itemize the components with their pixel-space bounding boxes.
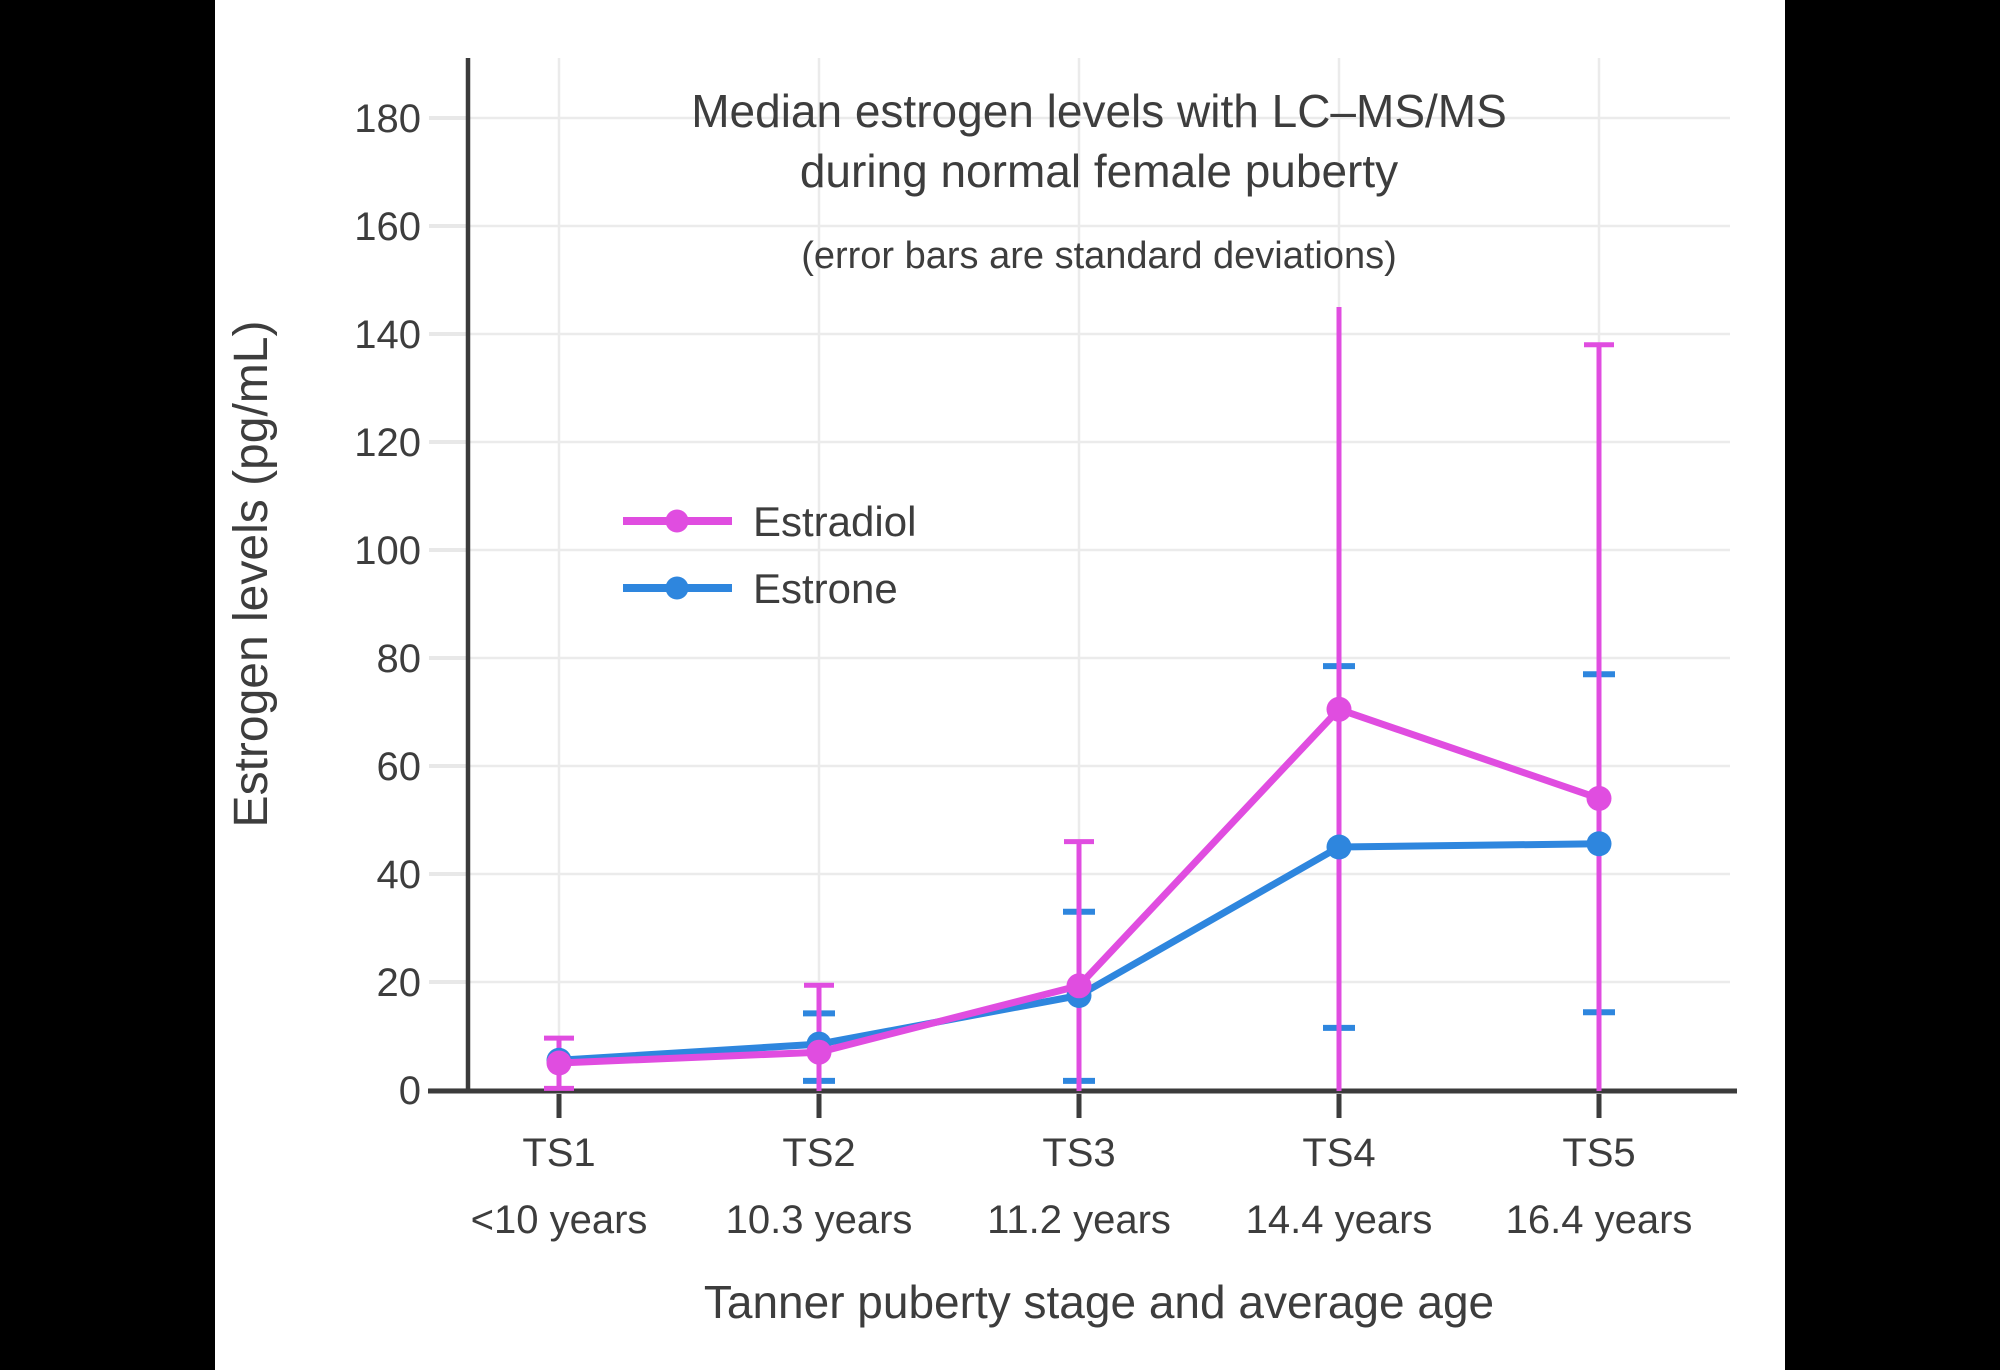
legend-label-estrone: Estrone (753, 565, 898, 612)
age-label: 11.2 years (987, 1198, 1171, 1242)
y-tick-label: 80 (377, 637, 422, 681)
legend-swatch-marker-1 (665, 576, 689, 600)
age-label: 16.4 years (1506, 1198, 1693, 1242)
gridlines (468, 58, 1730, 1089)
category-label: TS1 (522, 1131, 595, 1175)
estradiol-point (1586, 785, 1612, 811)
estradiol-point (1066, 973, 1092, 999)
y-tick-label: 160 (354, 205, 421, 249)
y-tick-label: 20 (377, 961, 422, 1005)
age-label: <10 years (471, 1198, 648, 1242)
estradiol-point (546, 1050, 572, 1076)
axis-lines (428, 58, 1737, 1094)
estradiol-point (806, 1039, 832, 1065)
y-tick-label: 40 (377, 853, 422, 897)
estrone-point (1586, 831, 1612, 857)
age-label: 14.4 years (1246, 1198, 1433, 1242)
x-axis-tick-labels: TS1 <10 years TS2 10.3 years TS3 11.2 years TS… (471, 1131, 1693, 1242)
legend: Estradiol Estrone (623, 498, 916, 612)
estradiol-point (1326, 696, 1352, 722)
y-tick-label: 120 (354, 421, 421, 465)
y-tick-label: 180 (354, 97, 421, 141)
estrone-point (1326, 834, 1352, 860)
chart-card: 0 20 40 60 80 100 120 140 160 180 TS1 <10 years TS2… (215, 0, 1785, 1370)
y-axis-ticks (429, 116, 467, 1092)
y-tick-label: 140 (354, 313, 421, 357)
chart-title-line1: Median estrogen levels with LC–MS/MS (691, 85, 1507, 137)
data-series (544, 307, 1615, 1091)
y-axis-title: Estrogen levels (pg/mL) (225, 321, 278, 828)
legend-swatch-marker-0 (665, 509, 689, 533)
category-label: TS4 (1302, 1131, 1375, 1175)
estrogen-puberty-line-chart: 0 20 40 60 80 100 120 140 160 180 TS1 <10 years TS2… (225, 58, 1737, 1328)
category-label: TS5 (1562, 1131, 1635, 1175)
category-label: TS3 (1042, 1131, 1115, 1175)
x-axis-ticks (556, 1094, 1602, 1118)
y-axis-tick-labels: 0 20 40 60 80 100 120 140 160 180 (354, 97, 421, 1113)
legend-label-estradiol: Estradiol (753, 498, 916, 545)
x-axis-title: Tanner puberty stage and average age (704, 1276, 1494, 1328)
age-label: 10.3 years (726, 1198, 913, 1242)
category-label: TS2 (782, 1131, 855, 1175)
y-tick-label: 60 (377, 745, 422, 789)
y-tick-label: 100 (354, 529, 421, 573)
y-tick-label: 0 (399, 1069, 421, 1113)
chart-title-line2: during normal female puberty (800, 145, 1398, 197)
chart-subtitle: (error bars are standard deviations) (801, 235, 1397, 277)
